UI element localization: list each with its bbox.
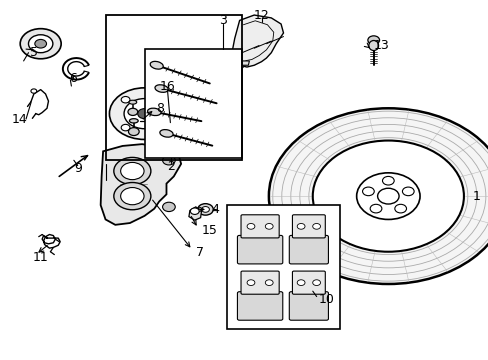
Circle shape [165, 119, 175, 126]
Text: 3: 3 [218, 14, 226, 27]
Circle shape [159, 96, 167, 103]
Text: 14: 14 [11, 113, 27, 126]
Circle shape [369, 204, 381, 213]
Circle shape [382, 176, 393, 185]
Circle shape [121, 188, 144, 205]
Ellipse shape [147, 108, 161, 116]
FancyBboxPatch shape [289, 235, 328, 264]
Circle shape [121, 124, 130, 131]
Ellipse shape [129, 100, 137, 104]
FancyBboxPatch shape [292, 215, 325, 238]
Circle shape [297, 224, 305, 229]
Bar [105, 15, 242, 160]
Circle shape [297, 280, 305, 285]
Text: 12: 12 [253, 9, 269, 22]
Circle shape [162, 156, 175, 165]
Circle shape [28, 35, 53, 53]
Circle shape [201, 207, 209, 212]
FancyBboxPatch shape [292, 271, 325, 294]
Circle shape [121, 96, 130, 103]
Text: 6: 6 [69, 72, 77, 85]
Text: 7: 7 [195, 246, 203, 259]
Polygon shape [236, 58, 249, 65]
FancyBboxPatch shape [289, 292, 328, 320]
Text: 8: 8 [156, 103, 163, 116]
FancyBboxPatch shape [237, 292, 282, 320]
Text: 1: 1 [471, 190, 479, 203]
Circle shape [367, 36, 379, 44]
Circle shape [312, 140, 463, 252]
FancyBboxPatch shape [241, 271, 279, 294]
Ellipse shape [155, 85, 168, 92]
Text: 16: 16 [159, 80, 175, 93]
Text: 10: 10 [318, 293, 334, 306]
Circle shape [109, 88, 179, 139]
Text: 11: 11 [32, 251, 48, 264]
Circle shape [35, 40, 46, 48]
Circle shape [31, 89, 37, 93]
Ellipse shape [368, 41, 378, 50]
Circle shape [246, 224, 254, 229]
Circle shape [246, 280, 254, 285]
Text: 4: 4 [211, 203, 219, 216]
Circle shape [197, 204, 213, 215]
Circle shape [114, 157, 151, 185]
FancyBboxPatch shape [241, 215, 279, 238]
Ellipse shape [160, 130, 173, 137]
Circle shape [356, 173, 419, 220]
Polygon shape [188, 207, 201, 220]
Text: 5: 5 [30, 46, 38, 59]
Polygon shape [232, 15, 283, 67]
Circle shape [124, 99, 164, 129]
Text: 9: 9 [74, 162, 81, 175]
Circle shape [265, 224, 273, 229]
Ellipse shape [150, 61, 163, 69]
FancyBboxPatch shape [237, 235, 282, 264]
Circle shape [162, 202, 175, 212]
Ellipse shape [129, 119, 138, 123]
Circle shape [121, 162, 144, 180]
Text: 2: 2 [167, 160, 175, 173]
Circle shape [128, 128, 139, 135]
Circle shape [114, 183, 151, 210]
Circle shape [190, 208, 199, 215]
Circle shape [362, 187, 373, 196]
Circle shape [265, 280, 273, 285]
Bar [227, 205, 339, 329]
Circle shape [128, 108, 138, 116]
Circle shape [394, 204, 406, 213]
Circle shape [312, 224, 320, 229]
Text: 13: 13 [373, 39, 389, 52]
Circle shape [312, 280, 320, 285]
Bar [144, 49, 242, 158]
Text: 15: 15 [202, 224, 218, 238]
Circle shape [138, 109, 151, 119]
Circle shape [20, 29, 61, 59]
Circle shape [268, 108, 488, 284]
Circle shape [159, 124, 167, 131]
Circle shape [402, 187, 413, 196]
Ellipse shape [165, 135, 174, 140]
Circle shape [377, 188, 398, 204]
Polygon shape [101, 144, 181, 225]
